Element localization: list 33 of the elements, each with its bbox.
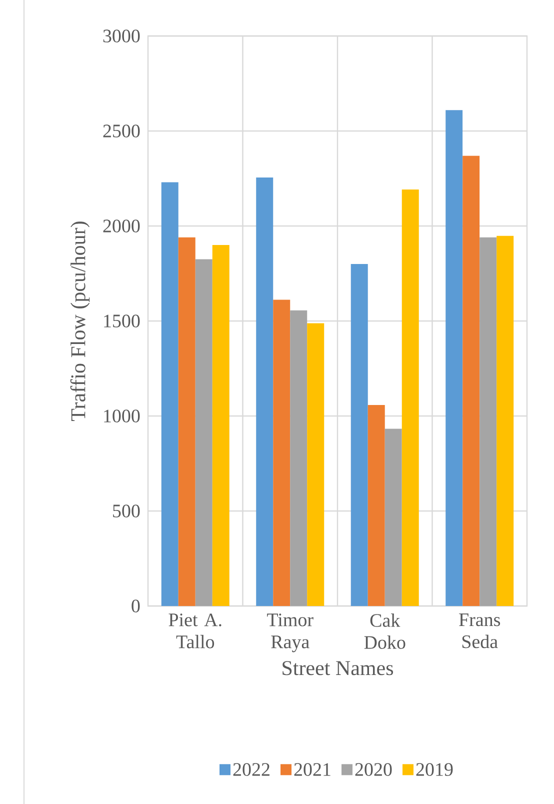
bar bbox=[368, 404, 385, 606]
x-tick-label: Piet A. Tallo bbox=[168, 614, 222, 648]
legend-label: 2019 bbox=[416, 763, 453, 776]
y-tick-label: 500 bbox=[113, 504, 140, 518]
bar bbox=[402, 190, 419, 606]
y-axis-title: Traffio Flow (pcu/hour) bbox=[70, 222, 90, 421]
y-tick-label: 1000 bbox=[104, 410, 140, 422]
bar bbox=[496, 236, 514, 606]
bar bbox=[290, 310, 308, 606]
bar bbox=[446, 110, 463, 606]
bar bbox=[212, 245, 230, 606]
legend-label: 2020 bbox=[355, 763, 392, 776]
x-tick-label: Timor Raya bbox=[267, 614, 314, 652]
legend-label: 2022 bbox=[233, 763, 270, 776]
y-tick-label: 3000 bbox=[103, 30, 140, 42]
bar bbox=[273, 300, 290, 606]
y-tick-label: 0 bbox=[132, 600, 140, 612]
bar bbox=[384, 428, 402, 606]
x-tick-label: Frans Seda bbox=[459, 614, 500, 648]
bar bbox=[161, 182, 178, 606]
x-axis-title: Street Names bbox=[282, 661, 394, 676]
bar bbox=[195, 259, 212, 606]
bar bbox=[462, 156, 480, 606]
x-tick-label: Cak Doko bbox=[364, 614, 406, 649]
y-tick-label: 1500 bbox=[104, 314, 140, 328]
y-tick-label: 2000 bbox=[103, 220, 140, 232]
bar bbox=[480, 237, 497, 606]
bar bbox=[307, 323, 324, 606]
y-tick-label: 2500 bbox=[103, 124, 140, 138]
legend-label: 2021 bbox=[294, 763, 330, 776]
bar bbox=[350, 264, 368, 606]
bar bbox=[256, 178, 274, 606]
bar bbox=[178, 237, 196, 606]
